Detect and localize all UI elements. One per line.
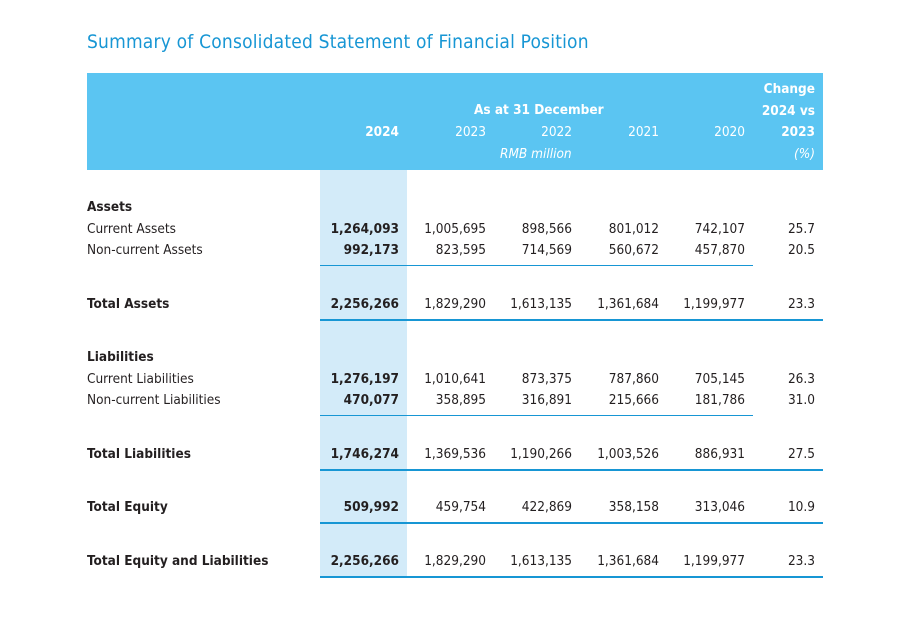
cell-2021: 1,361,684 xyxy=(597,296,659,312)
header-change-3: 2023 xyxy=(781,124,815,140)
row-label: Total Liabilities xyxy=(87,446,191,462)
table-header: As at 31 December 2024 2023 2022 2021 20… xyxy=(87,73,823,170)
cell-2020: 313,046 xyxy=(694,499,745,515)
page-title: Summary of Consolidated Statement of Fin… xyxy=(87,31,589,53)
header-unit: RMB million xyxy=(500,146,572,162)
cell-2024: 1,746,274 xyxy=(330,446,399,462)
header-year-2022: 2022 xyxy=(541,124,572,140)
cell-2020: 1,199,977 xyxy=(683,296,745,312)
cell-2020: 886,931 xyxy=(694,446,745,462)
cell-2021: 215,666 xyxy=(608,392,659,408)
cell-2022: 1,190,266 xyxy=(510,446,572,462)
cell-2021: 801,012 xyxy=(608,221,659,237)
cell-change: 27.5 xyxy=(787,446,815,462)
highlight-column-2024 xyxy=(320,170,407,576)
cell-2021: 560,672 xyxy=(608,242,659,258)
cell-2021: 787,860 xyxy=(608,371,659,387)
total-divider xyxy=(320,469,823,471)
cell-2020: 742,107 xyxy=(694,221,745,237)
header-change-1: Change xyxy=(763,81,815,97)
cell-2023: 1,369,536 xyxy=(424,446,486,462)
row-label: Non-current Assets xyxy=(87,242,203,258)
total-divider xyxy=(320,319,823,321)
total-divider xyxy=(320,522,823,524)
cell-2022: 1,613,135 xyxy=(510,553,572,569)
cell-2024: 1,264,093 xyxy=(330,221,399,237)
header-change-unit: (%) xyxy=(793,146,815,162)
header-year-2020: 2020 xyxy=(714,124,745,140)
cell-change: 23.3 xyxy=(787,553,815,569)
cell-2021: 358,158 xyxy=(608,499,659,515)
row-label: Current Assets xyxy=(87,221,176,237)
cell-2023: 1,005,695 xyxy=(424,221,486,237)
cell-2024: 1,276,197 xyxy=(330,371,399,387)
cell-change: 10.9 xyxy=(787,499,815,515)
cell-2022: 714,569 xyxy=(521,242,572,258)
cell-2024: 2,256,266 xyxy=(330,296,399,312)
cell-2020: 181,786 xyxy=(694,392,745,408)
row-label: Total Equity and Liabilities xyxy=(87,553,269,569)
header-year-2023: 2023 xyxy=(455,124,486,140)
cell-2023: 1,829,290 xyxy=(424,553,486,569)
row-label: Non-current Liabilities xyxy=(87,392,221,408)
cell-2022: 873,375 xyxy=(521,371,572,387)
row-label: Current Liabilities xyxy=(87,371,194,387)
cell-2023: 823,595 xyxy=(435,242,486,258)
cell-change: 23.3 xyxy=(787,296,815,312)
total-divider xyxy=(320,576,823,578)
cell-2022: 316,891 xyxy=(521,392,572,408)
cell-2020: 1,199,977 xyxy=(683,553,745,569)
cell-2023: 1,010,641 xyxy=(424,371,486,387)
header-change-2: 2024 vs xyxy=(761,103,815,119)
cell-2022: 422,869 xyxy=(521,499,572,515)
cell-change: 20.5 xyxy=(787,242,815,258)
row-label: Total Equity xyxy=(87,499,168,515)
cell-2020: 705,145 xyxy=(694,371,745,387)
cell-2023: 1,829,290 xyxy=(424,296,486,312)
cell-2020: 457,870 xyxy=(694,242,745,258)
cell-change: 26.3 xyxy=(787,371,815,387)
row-label: Total Assets xyxy=(87,296,170,312)
header-year-2024: 2024 xyxy=(365,124,399,140)
cell-2024: 509,992 xyxy=(343,499,399,515)
cell-2021: 1,361,684 xyxy=(597,553,659,569)
cell-2022: 898,566 xyxy=(521,221,572,237)
header-group-label: As at 31 December xyxy=(474,102,604,118)
cell-2023: 459,754 xyxy=(435,499,486,515)
subtotal-divider xyxy=(320,415,753,416)
cell-2021: 1,003,526 xyxy=(597,446,659,462)
cell-2023: 358,895 xyxy=(435,392,486,408)
cell-change: 25.7 xyxy=(787,221,815,237)
header-year-2021: 2021 xyxy=(628,124,659,140)
row-label: Assets xyxy=(87,199,133,215)
cell-change: 31.0 xyxy=(787,392,815,408)
cell-2024: 470,077 xyxy=(343,392,399,408)
subtotal-divider xyxy=(320,265,753,266)
row-label: Liabilities xyxy=(87,349,154,365)
cell-2024: 992,173 xyxy=(343,242,399,258)
cell-2022: 1,613,135 xyxy=(510,296,572,312)
cell-2024: 2,256,266 xyxy=(330,553,399,569)
